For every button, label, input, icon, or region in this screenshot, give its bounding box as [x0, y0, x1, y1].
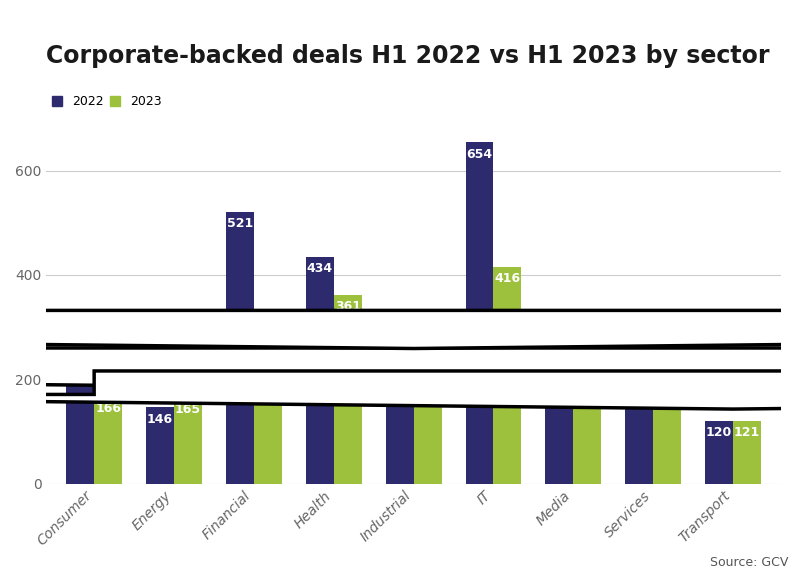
Bar	[254, 322, 282, 484]
Text: 120: 120	[706, 426, 732, 439]
Text: Corporate-backed deals H1 2022 vs H1 2023 by sector: Corporate-backed deals H1 2022 vs H1 202…	[46, 44, 770, 68]
Bar	[174, 397, 202, 484]
Bar	[414, 367, 442, 484]
Bar	[66, 353, 94, 484]
Bar	[306, 257, 334, 484]
Bar	[494, 267, 521, 484]
Text: 250: 250	[67, 358, 93, 371]
Text: 654: 654	[466, 148, 493, 160]
Text: 361: 361	[335, 301, 361, 313]
Text: 165: 165	[175, 403, 201, 416]
Bar	[654, 374, 681, 484]
Bar	[733, 420, 761, 484]
Bar	[705, 421, 733, 484]
Text: Source: GCV: Source: GCV	[710, 556, 788, 569]
Text: 121: 121	[734, 426, 760, 439]
Polygon shape	[0, 348, 796, 386]
Text: 146: 146	[147, 413, 173, 426]
Text: 166: 166	[96, 402, 121, 415]
Bar	[545, 327, 573, 484]
Text: 301: 301	[546, 332, 572, 345]
Text: 416: 416	[494, 272, 521, 285]
Polygon shape	[0, 371, 796, 409]
Text: 237: 237	[387, 365, 412, 378]
Text: 211: 211	[654, 379, 681, 392]
Text: 434: 434	[306, 262, 333, 275]
Text: 224: 224	[415, 372, 441, 385]
Bar	[386, 360, 414, 484]
Bar	[573, 390, 601, 484]
Polygon shape	[0, 310, 796, 348]
Text: 180: 180	[574, 395, 600, 408]
Text: 309: 309	[626, 328, 652, 340]
Text: 310: 310	[255, 327, 281, 340]
Text: 521: 521	[227, 217, 253, 230]
Bar	[626, 323, 654, 484]
Bar	[466, 143, 494, 484]
Bar	[334, 296, 361, 484]
Bar	[146, 408, 174, 484]
Bar	[94, 397, 122, 484]
Legend: 2022, 2023: 2022, 2023	[53, 95, 162, 108]
Bar	[226, 212, 254, 484]
